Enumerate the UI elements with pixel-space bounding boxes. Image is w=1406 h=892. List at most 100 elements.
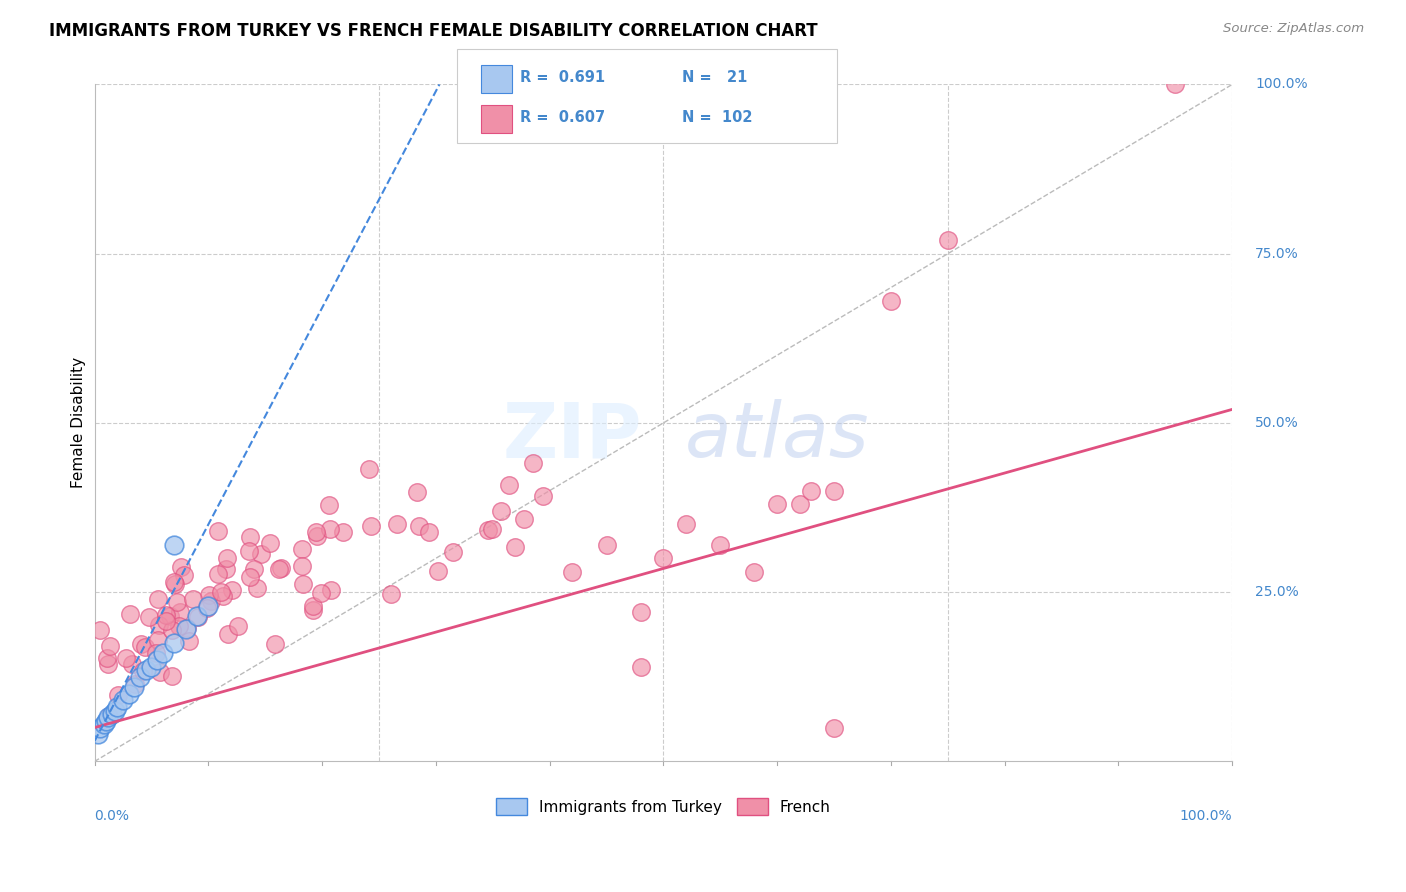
- Point: [107, 688, 129, 702]
- Point: [263, 637, 285, 651]
- Text: IMMIGRANTS FROM TURKEY VS FRENCH FEMALE DISABILITY CORRELATION CHART: IMMIGRANTS FROM TURKEY VS FRENCH FEMALE …: [49, 22, 818, 40]
- Point: [238, 544, 260, 558]
- Point: [198, 589, 221, 603]
- Point: [129, 670, 152, 684]
- Point: [96, 650, 118, 665]
- Point: [207, 567, 229, 582]
- Point: [291, 541, 314, 556]
- Point: [169, 605, 191, 619]
- Point: [169, 560, 191, 574]
- Point: [630, 659, 652, 673]
- Point: [305, 524, 328, 539]
- Point: [162, 669, 184, 683]
- Point: [87, 727, 110, 741]
- Point: [149, 665, 172, 679]
- Point: [359, 462, 381, 476]
- Point: [259, 536, 281, 550]
- Point: [100, 706, 122, 721]
- Point: [176, 621, 198, 635]
- Point: [115, 650, 138, 665]
- Point: [134, 640, 156, 654]
- Point: [652, 551, 675, 566]
- Point: [489, 504, 512, 518]
- Legend: Immigrants from Turkey, French: Immigrants from Turkey, French: [491, 791, 837, 822]
- Point: [319, 522, 342, 536]
- Point: [186, 610, 208, 624]
- Point: [522, 456, 544, 470]
- Point: [146, 633, 169, 648]
- Point: [1164, 78, 1187, 92]
- Text: ZIP: ZIP: [502, 400, 643, 474]
- Point: [195, 600, 218, 615]
- Point: [766, 497, 789, 511]
- Point: [630, 606, 652, 620]
- Point: [159, 608, 181, 623]
- Point: [800, 483, 823, 498]
- Point: [146, 653, 169, 667]
- Point: [148, 618, 170, 632]
- Y-axis label: Female Disability: Female Disability: [72, 358, 86, 489]
- Point: [290, 558, 312, 573]
- Point: [441, 545, 464, 559]
- Point: [177, 634, 200, 648]
- Point: [215, 561, 238, 575]
- Point: [163, 538, 186, 552]
- Point: [129, 637, 152, 651]
- Point: [141, 659, 163, 673]
- Point: [880, 294, 903, 309]
- Point: [789, 497, 811, 511]
- Text: atlas: atlas: [685, 400, 869, 474]
- Point: [93, 717, 115, 731]
- Point: [823, 721, 845, 735]
- Point: [250, 547, 273, 561]
- Point: [221, 583, 243, 598]
- Point: [481, 522, 503, 536]
- Point: [89, 721, 111, 735]
- Text: 75.0%: 75.0%: [1256, 247, 1299, 260]
- Point: [121, 657, 143, 671]
- Point: [155, 607, 177, 622]
- Point: [197, 599, 219, 613]
- Point: [318, 498, 340, 512]
- Text: 100.0%: 100.0%: [1180, 809, 1232, 822]
- Point: [97, 709, 120, 723]
- Point: [311, 586, 333, 600]
- Point: [174, 623, 197, 637]
- Point: [104, 704, 127, 718]
- Point: [332, 524, 354, 539]
- Point: [97, 710, 120, 724]
- Text: 0.0%: 0.0%: [94, 809, 129, 822]
- Point: [595, 538, 617, 552]
- Point: [131, 664, 153, 678]
- Point: [513, 511, 536, 525]
- Point: [305, 529, 328, 543]
- Point: [173, 568, 195, 582]
- Point: [385, 516, 408, 531]
- Point: [239, 570, 262, 584]
- Point: [498, 478, 520, 492]
- Point: [418, 524, 440, 539]
- Point: [675, 517, 697, 532]
- Point: [427, 564, 450, 578]
- Point: [166, 595, 188, 609]
- Point: [181, 591, 204, 606]
- Point: [186, 608, 208, 623]
- Point: [163, 636, 186, 650]
- Point: [145, 646, 167, 660]
- Point: [246, 582, 269, 596]
- Point: [200, 593, 222, 607]
- Point: [94, 714, 117, 728]
- Point: [215, 551, 238, 566]
- Text: N =   21: N = 21: [682, 70, 747, 85]
- Point: [477, 523, 499, 537]
- Point: [291, 576, 314, 591]
- Point: [709, 538, 731, 552]
- Point: [89, 624, 111, 638]
- Point: [531, 489, 554, 503]
- Text: R =  0.691: R = 0.691: [520, 70, 606, 85]
- Point: [269, 561, 291, 575]
- Point: [209, 584, 232, 599]
- Point: [118, 687, 141, 701]
- Text: 100.0%: 100.0%: [1256, 78, 1308, 92]
- Point: [503, 540, 526, 554]
